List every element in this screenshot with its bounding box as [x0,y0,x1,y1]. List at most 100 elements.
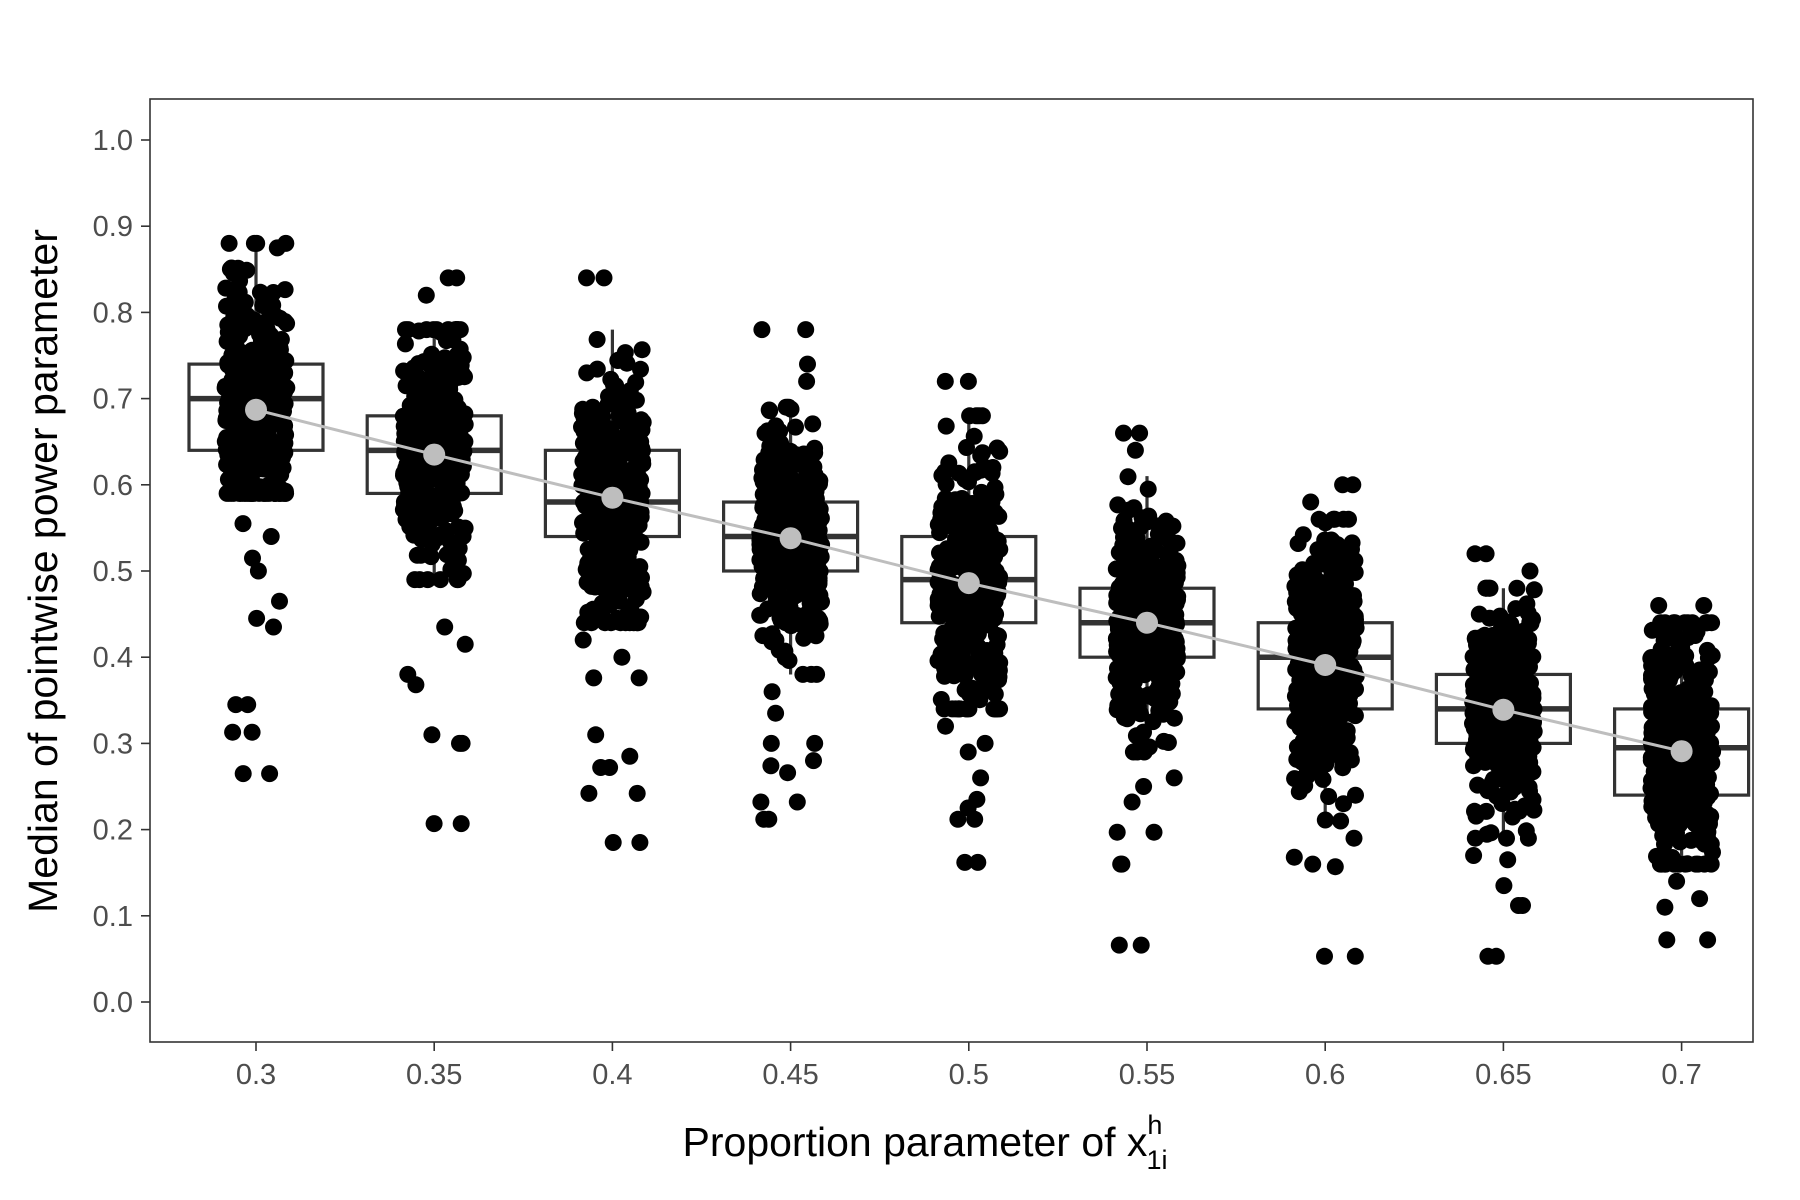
data-point [987,700,1005,718]
data-point [990,671,1008,689]
outlier-point [1466,545,1484,563]
data-point [1520,652,1538,670]
outlier-point [1699,931,1717,949]
data-point [764,516,782,534]
data-point [1668,633,1686,650]
data-point [1296,599,1314,617]
data-point [1120,501,1138,519]
data-point [1167,552,1185,569]
data-point [268,239,286,257]
data-point [1475,712,1492,730]
data-point [806,444,824,462]
data-point [422,496,440,514]
jitter-points [1285,476,1365,965]
data-point [939,655,957,673]
data-point [276,395,294,413]
mean-point [1492,698,1515,721]
data-point [575,524,593,542]
outlier-point [1302,493,1320,511]
data-point [986,548,1004,566]
outlier-point [1695,597,1713,614]
outlier-point [587,726,605,744]
outlier-point [425,815,443,833]
data-point [600,565,618,583]
data-point [801,594,819,612]
jitter-points [751,321,831,828]
data-point [221,408,239,426]
data-point [633,341,651,359]
y-tick-label: 0.1 [93,901,133,933]
data-point [786,478,804,495]
data-point [1347,680,1364,698]
data-point [1307,748,1325,766]
outlier-point [631,834,649,851]
data-point [433,357,450,375]
outlier-point [456,635,474,653]
data-point [1498,829,1515,847]
data-point [946,491,964,509]
data-point [1505,715,1523,733]
outlier-point [224,723,242,741]
outlier-point [1165,769,1183,787]
data-point [441,533,459,551]
outlier-point [436,618,454,636]
data-point [1346,707,1364,725]
data-point [1347,786,1364,804]
data-point [938,629,956,647]
data-point [1289,535,1307,552]
mean-point [1670,740,1693,763]
data-point [1140,507,1158,525]
data-point [1147,683,1165,701]
data-point [1334,730,1352,748]
data-point [610,407,628,425]
outlier-point [798,372,816,390]
data-point [970,407,988,425]
outlier-point [592,759,610,776]
data-point [964,518,982,536]
data-point [1343,534,1361,552]
data-point [975,655,993,672]
data-point [807,481,825,499]
data-point [1652,614,1670,632]
outlier-point [806,734,824,752]
outlier-point [234,765,252,783]
outlier-point [585,669,603,687]
jitter-points [216,234,296,783]
data-point [1654,827,1672,845]
data-point [973,497,991,514]
data-point [610,351,628,369]
data-point [456,519,474,537]
data-point [780,652,798,669]
data-point [438,546,456,564]
x-axis-title-main: Proportion parameter of x [683,1119,1148,1165]
outlier-point [271,592,288,610]
data-point [958,660,976,678]
y-tick-label: 0.5 [93,556,133,588]
outlier-point [1304,855,1322,873]
outlier-point [1135,778,1153,795]
data-point [1119,468,1137,486]
data-point [1326,510,1344,528]
data-point [988,439,1006,457]
data-point [990,507,1008,525]
data-point [234,346,252,364]
data-point [1493,764,1511,782]
data-point [407,382,425,400]
data-point [755,570,773,588]
outlier-point [580,784,598,802]
data-point [1660,707,1677,725]
data-point [1698,805,1716,823]
outlier-point [248,609,266,627]
data-point [767,417,785,435]
data-point [974,444,991,462]
data-point [1332,812,1350,830]
data-point [588,360,606,378]
mean-point [1136,611,1158,634]
outlier-point [423,726,441,744]
data-point [1109,696,1127,714]
data-point [273,458,291,476]
data-point [423,391,441,409]
data-point [973,589,991,606]
data-point [448,346,466,364]
data-point [599,596,617,614]
